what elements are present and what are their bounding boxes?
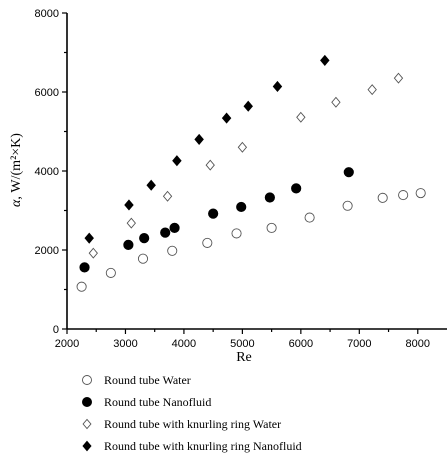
data-point	[331, 96, 341, 108]
data-point	[88, 247, 98, 259]
x-tick-label: 6000	[289, 338, 313, 350]
y-axis-unit: , W/(m²×K)	[9, 133, 24, 200]
data-point	[237, 141, 248, 153]
data-point	[398, 190, 409, 201]
data-point	[304, 212, 315, 223]
x-tick-label: 2000	[55, 338, 79, 350]
data-point	[167, 245, 178, 256]
y-tick-label: 2000	[35, 245, 59, 257]
axes	[66, 13, 447, 330]
x-tick-label: 4000	[172, 338, 196, 350]
data-point	[79, 262, 90, 273]
x-tick-label: 3000	[113, 338, 137, 350]
data-point	[202, 237, 213, 248]
data-point	[84, 232, 94, 244]
data-point	[393, 72, 404, 84]
y-tick-label: 8000	[35, 8, 59, 20]
data-point	[266, 222, 277, 233]
data-point	[320, 54, 330, 66]
data-point	[160, 227, 171, 238]
data-point	[377, 192, 388, 203]
data-point	[76, 281, 87, 292]
x-tick-label: 8000	[406, 338, 430, 350]
y-axis-symbol: α	[9, 199, 24, 207]
data-points	[76, 54, 426, 292]
data-point	[194, 133, 204, 145]
data-point	[172, 155, 182, 167]
data-point	[272, 80, 283, 93]
legend-item: Round tube with knurling ring Nanofluid	[82, 439, 302, 453]
data-point	[221, 112, 232, 124]
x-tick-label: 7000	[347, 338, 371, 350]
legend-marker	[82, 397, 92, 407]
data-point	[343, 167, 354, 178]
data-point	[296, 111, 306, 123]
y-axis-title: α, W/(m²×K)	[9, 133, 24, 207]
y-tick-label: 4000	[35, 166, 59, 178]
axis-ticks: 2000 3000 4000 5000 6000 7000 8000 0 2000 4000 600…	[35, 8, 430, 350]
data-point	[105, 267, 116, 278]
data-point	[415, 188, 426, 199]
data-point	[126, 217, 136, 229]
legend-marker	[82, 375, 92, 385]
legend-marker	[82, 418, 92, 430]
legend-label: Round tube with knurling ring Nanofluid	[104, 439, 302, 453]
legend-label: Round tube Water	[104, 373, 191, 387]
legend-marker	[82, 440, 92, 452]
legend-label: Round tube with knurling ring Water	[104, 417, 281, 431]
data-point	[123, 239, 134, 250]
data-point	[205, 159, 215, 171]
data-point	[137, 253, 149, 264]
data-point	[264, 192, 275, 203]
data-point	[342, 200, 353, 211]
data-point	[162, 190, 173, 202]
legend: Round tube Water Round tube Nanofluid Roun…	[82, 373, 302, 453]
data-point	[169, 222, 180, 233]
data-point	[208, 208, 219, 219]
data-point	[367, 84, 377, 96]
data-point	[124, 199, 134, 211]
data-point	[291, 183, 302, 194]
y-tick-label: 6000	[35, 87, 59, 99]
data-point	[243, 100, 253, 112]
data-point	[146, 179, 156, 191]
legend-item: Round tube Nanofluid	[82, 395, 211, 409]
legend-item: Round tube Water	[82, 373, 191, 387]
legend-label: Round tube Nanofluid	[104, 395, 211, 409]
data-point	[231, 228, 242, 239]
y-tick-label: 0	[53, 324, 59, 336]
legend-item: Round tube with knurling ring Water	[82, 417, 281, 431]
x-tick-label: 5000	[230, 338, 254, 350]
data-point	[139, 233, 150, 244]
data-point	[236, 201, 247, 213]
x-axis-title: Re	[236, 350, 252, 365]
